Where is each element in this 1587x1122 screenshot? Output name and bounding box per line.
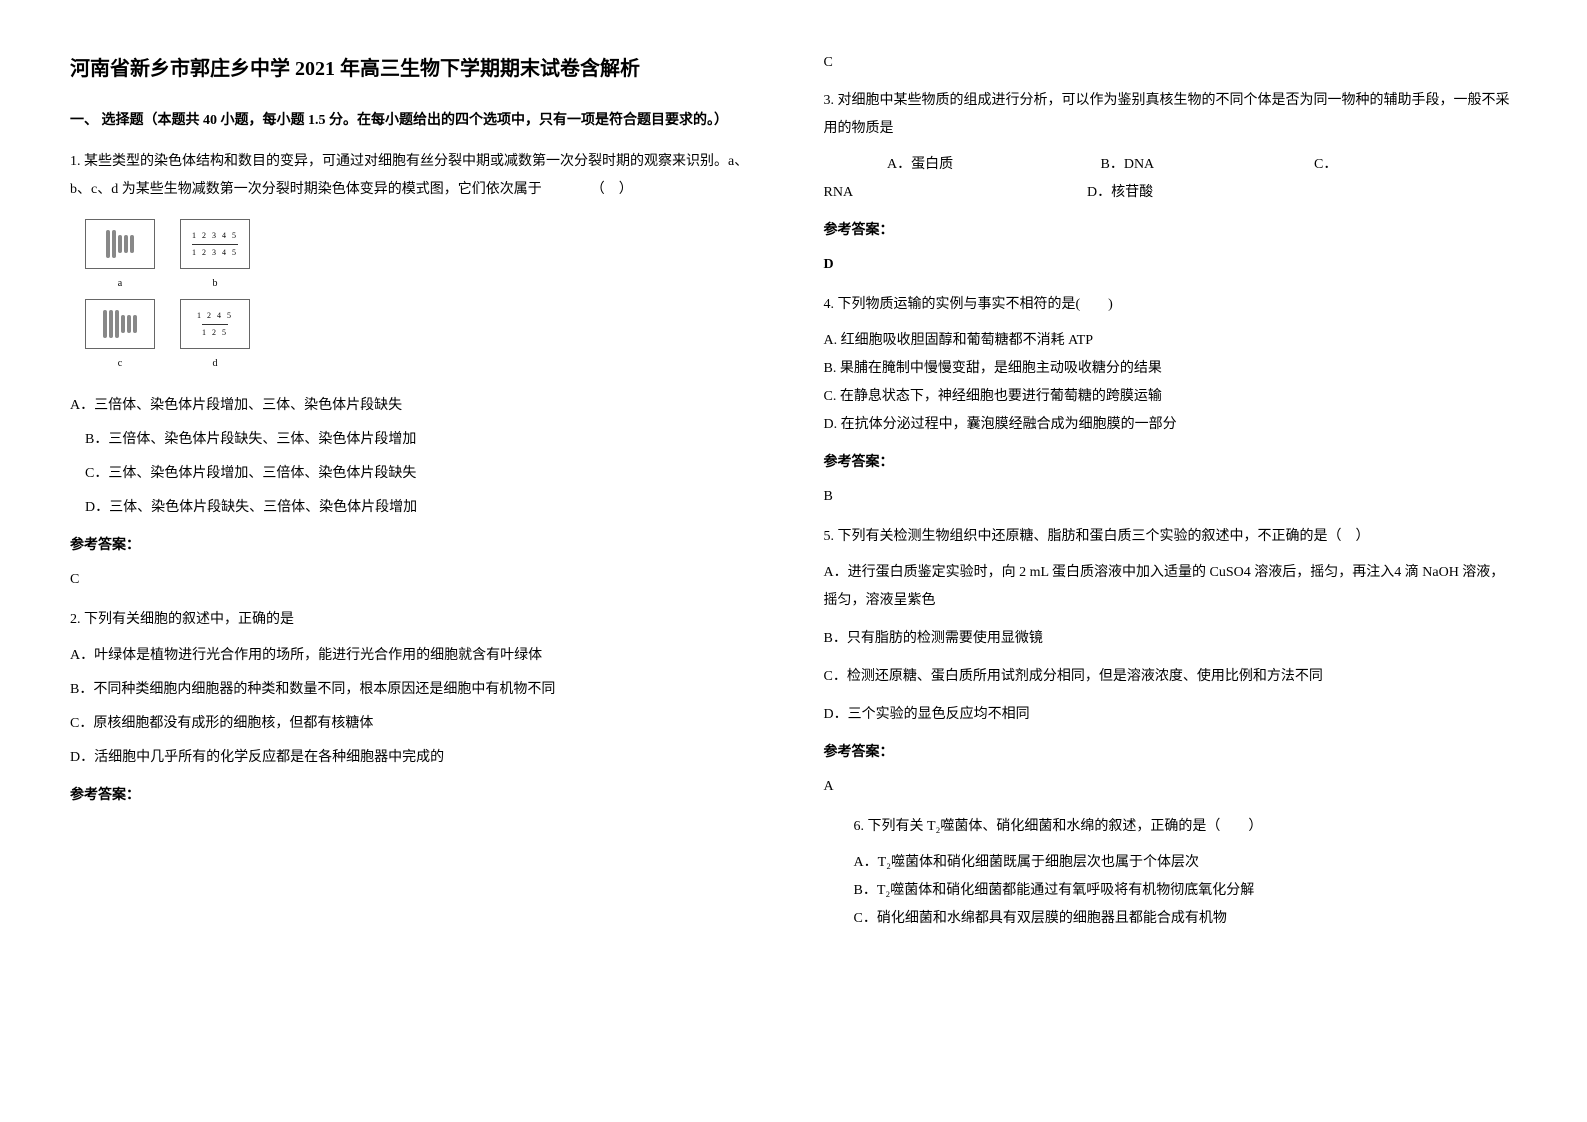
q4-answer-label: 参考答案： — [824, 449, 1518, 477]
q5-text: 5. 下列有关检测生物组织中还原糖、脂肪和蛋白质三个实验的叙述中，不正确的是（ … — [824, 523, 1518, 551]
q2-text: 2. 下列有关细胞的叙述中，正确的是 — [70, 606, 764, 634]
diagram-cell-c — [85, 299, 155, 349]
left-column: 河南省新乡市郭庄乡中学 2021 年高三生物下学期期末试卷含解析 一、 选择题（… — [70, 50, 764, 1072]
q3-text: 3. 对细胞中某些物质的组成进行分析，可以作为鉴别真核生物的不同个体是否为同一物… — [824, 87, 1518, 143]
q1-answer-label: 参考答案： — [70, 532, 764, 560]
q1-answer: C — [70, 566, 764, 594]
q3-optD: D．核苷酸 — [1087, 179, 1153, 207]
diagram-d-bot: 1 2 5 — [202, 324, 228, 341]
q5-optB: B．只有脂肪的检测需要使用显微镜 — [824, 625, 1518, 653]
q5-answer-label: 参考答案： — [824, 739, 1518, 767]
question-2: 2. 下列有关细胞的叙述中，正确的是 A．叶绿体是植物进行光合作用的场所，能进行… — [70, 606, 764, 810]
question-4: 4. 下列物质运输的实例与事实不相符的是( ) A. 红细胞吸收胆固醇和葡萄糖都… — [824, 291, 1518, 511]
q5-optD: D．三个实验的显色反应均不相同 — [824, 701, 1518, 729]
q6-optC: C．硝化细菌和水绵都具有双层膜的细胞器且都能合成有机物 — [854, 905, 1518, 933]
diagram-b-bot: 1 2 3 4 5 — [192, 244, 238, 261]
q2-optB: B．不同种类细胞内细胞器的种类和数量不同，根本原因还是细胞中有机物不同 — [70, 676, 764, 704]
q3-optC: RNA — [824, 179, 1024, 207]
diagram-label-b: b — [180, 274, 250, 294]
q1-optA: A．三倍体、染色体片段增加、三体、染色体片段缺失 — [70, 392, 764, 420]
diagram-label-c: c — [85, 354, 155, 374]
diagram-cell-a — [85, 219, 155, 269]
q2-optC: C．原核细胞都没有成形的细胞核，但都有核糖体 — [70, 710, 764, 738]
q3-optB: B．DNA — [1101, 151, 1251, 179]
q4-optB: B. 果脯在腌制中慢慢变甜，是细胞主动吸收糖分的结果 — [824, 355, 1518, 383]
question-1: 1. 某些类型的染色体结构和数目的变异，可通过对细胞有丝分裂中期或减数第一次分裂… — [70, 148, 764, 594]
q4-optA: A. 红细胞吸收胆固醇和葡萄糖都不消耗 ATP — [824, 327, 1518, 355]
q6-optB: B．T₂噬菌体和硝化细菌都能通过有氧呼吸将有机物彻底氧化分解 — [854, 877, 1518, 905]
diagram-cell-d: 1 2 4 5 1 2 5 — [180, 299, 250, 349]
doc-title: 河南省新乡市郭庄乡中学 2021 年高三生物下学期期末试卷含解析 — [70, 50, 764, 88]
q6-optA: A．T₂噬菌体和硝化细菌既属于细胞层次也属于个体层次 — [854, 849, 1518, 877]
q3-optA: A．蛋白质 — [887, 151, 1037, 179]
q6-text: 6. 下列有关 T₂噬菌体、硝化细菌和水绵的叙述，正确的是（ ） — [854, 813, 1518, 841]
q5-answer: A — [824, 773, 1518, 801]
q2-optA: A．叶绿体是植物进行光合作用的场所，能进行光合作用的细胞就含有叶绿体 — [70, 642, 764, 670]
q4-optD: D. 在抗体分泌过程中，囊泡膜经融合成为细胞膜的一部分 — [824, 411, 1518, 439]
q4-optC: C. 在静息状态下，神经细胞也要进行葡萄糖的跨膜运输 — [824, 383, 1518, 411]
right-column: C 3. 对细胞中某些物质的组成进行分析，可以作为鉴别真核生物的不同个体是否为同… — [824, 50, 1518, 1072]
q1-diagram: 1 2 3 4 5 1 2 3 4 5 a b — [85, 219, 255, 374]
question-6: 6. 下列有关 T₂噬菌体、硝化细菌和水绵的叙述，正确的是（ ） A．T₂噬菌体… — [824, 813, 1518, 933]
q1-optC: C．三体、染色体片段增加、三倍体、染色体片段缺失 — [70, 460, 764, 488]
diagram-label-d: d — [180, 354, 250, 374]
q4-answer: B — [824, 483, 1518, 511]
q1-text: 1. 某些类型的染色体结构和数目的变异，可通过对细胞有丝分裂中期或减数第一次分裂… — [70, 148, 764, 204]
diagram-b-top: 1 2 3 4 5 — [192, 228, 238, 244]
q3-answer-label: 参考答案： — [824, 217, 1518, 245]
q5-optA: A．进行蛋白质鉴定实验时，向 2 mL 蛋白质溶液中加入适量的 CuSO4 溶液… — [824, 559, 1518, 615]
q3-optC-prefix: C． — [1314, 151, 1354, 179]
q5-optC: C．检测还原糖、蛋白质所用试剂成分相同，但是溶液浓度、使用比例和方法不同 — [824, 663, 1518, 691]
q1-optB: B．三倍体、染色体片段缺失、三体、染色体片段增加 — [70, 426, 764, 454]
section-header: 一、 选择题（本题共 40 小题，每小题 1.5 分。在每小题给出的四个选项中，… — [70, 108, 764, 133]
q2-answer-label: 参考答案： — [70, 782, 764, 810]
page-container: 河南省新乡市郭庄乡中学 2021 年高三生物下学期期末试卷含解析 一、 选择题（… — [70, 50, 1517, 1072]
q2-answer: C — [824, 50, 1518, 77]
q3-answer: D — [824, 251, 1518, 279]
question-5: 5. 下列有关检测生物组织中还原糖、脂肪和蛋白质三个实验的叙述中，不正确的是（ … — [824, 523, 1518, 801]
diagram-label-a: a — [85, 274, 155, 294]
question-3: 3. 对细胞中某些物质的组成进行分析，可以作为鉴别真核生物的不同个体是否为同一物… — [824, 87, 1518, 279]
diagram-cell-b: 1 2 3 4 5 1 2 3 4 5 — [180, 219, 250, 269]
diagram-d-top: 1 2 4 5 — [197, 308, 233, 324]
q4-text: 4. 下列物质运输的实例与事实不相符的是( ) — [824, 291, 1518, 319]
q1-optD: D．三体、染色体片段缺失、三倍体、染色体片段增加 — [70, 494, 764, 522]
q2-optD: D．活细胞中几乎所有的化学反应都是在各种细胞器中完成的 — [70, 744, 764, 772]
